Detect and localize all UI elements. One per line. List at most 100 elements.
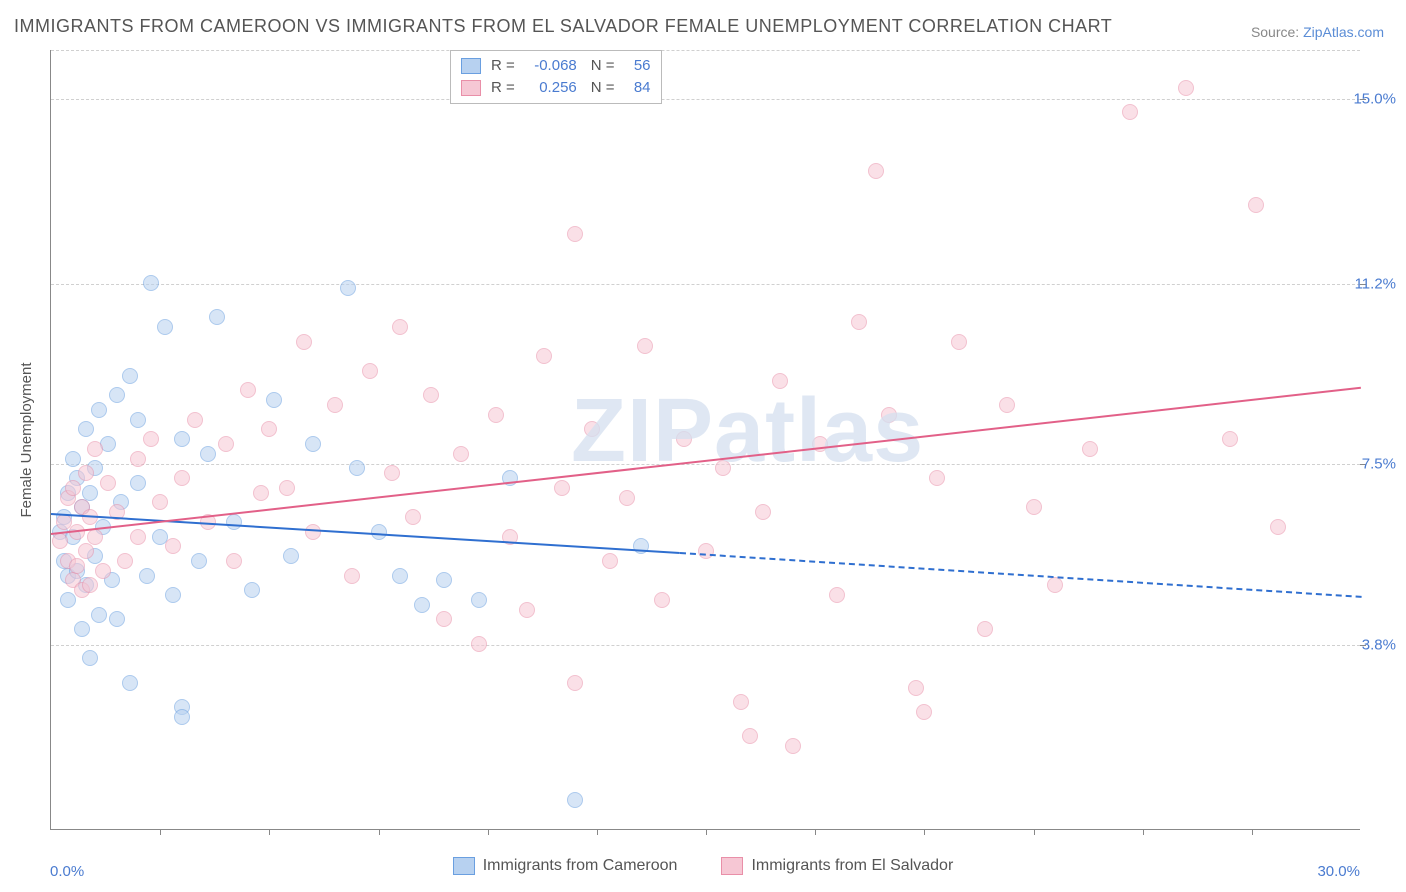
scatter-point [78, 421, 94, 437]
scatter-point [122, 675, 138, 691]
scatter-point [87, 441, 103, 457]
scatter-point [1082, 441, 1098, 457]
legend-swatch [461, 80, 481, 96]
scatter-point [130, 475, 146, 491]
scatter-point [327, 397, 343, 413]
scatter-point [117, 553, 133, 569]
scatter-point [305, 436, 321, 452]
xtick-mark [815, 829, 816, 835]
scatter-point [1026, 499, 1042, 515]
xtick-mark [1143, 829, 1144, 835]
trend-line-extrapolated [680, 552, 1361, 598]
scatter-point [91, 607, 107, 623]
scatter-point [519, 602, 535, 618]
scatter-point [65, 480, 81, 496]
gridline-h [51, 645, 1360, 646]
correlation-legend: R =-0.068N =56R =0.256N =84 [450, 50, 662, 104]
scatter-point [733, 694, 749, 710]
scatter-point [340, 280, 356, 296]
xtick-mark [160, 829, 161, 835]
scatter-point [244, 582, 260, 598]
chart-title: IMMIGRANTS FROM CAMEROON VS IMMIGRANTS F… [14, 16, 1112, 37]
scatter-point [536, 348, 552, 364]
trend-line [51, 386, 1361, 534]
scatter-point [654, 592, 670, 608]
scatter-point [619, 490, 635, 506]
scatter-point [174, 431, 190, 447]
scatter-point [187, 412, 203, 428]
stat-r-value: -0.068 [521, 55, 577, 77]
gridline-h [51, 464, 1360, 465]
scatter-point [916, 704, 932, 720]
scatter-point [392, 568, 408, 584]
source-attribution: Source: ZipAtlas.com [1251, 24, 1384, 40]
scatter-point [715, 460, 731, 476]
scatter-point [78, 543, 94, 559]
scatter-point [436, 572, 452, 588]
scatter-point [82, 485, 98, 501]
scatter-point [69, 558, 85, 574]
scatter-point [1122, 104, 1138, 120]
scatter-point [951, 334, 967, 350]
scatter-point [52, 533, 68, 549]
legend-series-item: Immigrants from El Salvador [721, 857, 953, 875]
scatter-point [488, 407, 504, 423]
scatter-point [130, 529, 146, 545]
scatter-point [755, 504, 771, 520]
scatter-point [100, 475, 116, 491]
legend-series-item: Immigrants from Cameroon [453, 857, 678, 875]
scatter-point [261, 421, 277, 437]
source-link[interactable]: ZipAtlas.com [1303, 24, 1384, 40]
scatter-point [139, 568, 155, 584]
scatter-point [414, 597, 430, 613]
scatter-point [772, 373, 788, 389]
scatter-point [1047, 577, 1063, 593]
scatter-point [567, 792, 583, 808]
scatter-point [829, 587, 845, 603]
ytick-label: 7.5% [1362, 456, 1396, 473]
scatter-point [362, 363, 378, 379]
stat-n-value: 84 [621, 77, 651, 99]
scatter-point [908, 680, 924, 696]
scatter-point [1178, 80, 1194, 96]
xtick-mark [379, 829, 380, 835]
series-legend: Immigrants from Cameroon Immigrants from … [0, 857, 1406, 880]
scatter-point [371, 524, 387, 540]
scatter-point [65, 451, 81, 467]
legend-swatch [721, 857, 743, 875]
stat-r-value: 0.256 [521, 77, 577, 99]
scatter-point [436, 611, 452, 627]
scatter-point [567, 675, 583, 691]
scatter-point [453, 446, 469, 462]
watermark-text: ZIPatlas [571, 380, 924, 483]
scatter-point [1248, 197, 1264, 213]
scatter-point [74, 621, 90, 637]
scatter-point [283, 548, 299, 564]
scatter-point [637, 338, 653, 354]
stat-r-label: R = [491, 77, 515, 99]
scatter-point [143, 275, 159, 291]
gridline-h [51, 50, 1360, 51]
scatter-point [344, 568, 360, 584]
scatter-point [165, 538, 181, 554]
scatter-point [174, 470, 190, 486]
scatter-point [174, 709, 190, 725]
scatter-point [87, 529, 103, 545]
scatter-point [157, 319, 173, 335]
scatter-point [209, 309, 225, 325]
scatter-point [82, 577, 98, 593]
scatter-point [130, 412, 146, 428]
scatter-point [109, 387, 125, 403]
scatter-point [1222, 431, 1238, 447]
scatter-point [122, 368, 138, 384]
scatter-point [471, 592, 487, 608]
scatter-point [554, 480, 570, 496]
scatter-point [602, 553, 618, 569]
scatter-point [881, 407, 897, 423]
scatter-point [253, 485, 269, 501]
chart-plot-area: ZIPatlas [50, 50, 1360, 830]
scatter-point [279, 480, 295, 496]
scatter-point [868, 163, 884, 179]
y-axis-label: Female Unemployment [18, 362, 35, 517]
scatter-point [78, 465, 94, 481]
